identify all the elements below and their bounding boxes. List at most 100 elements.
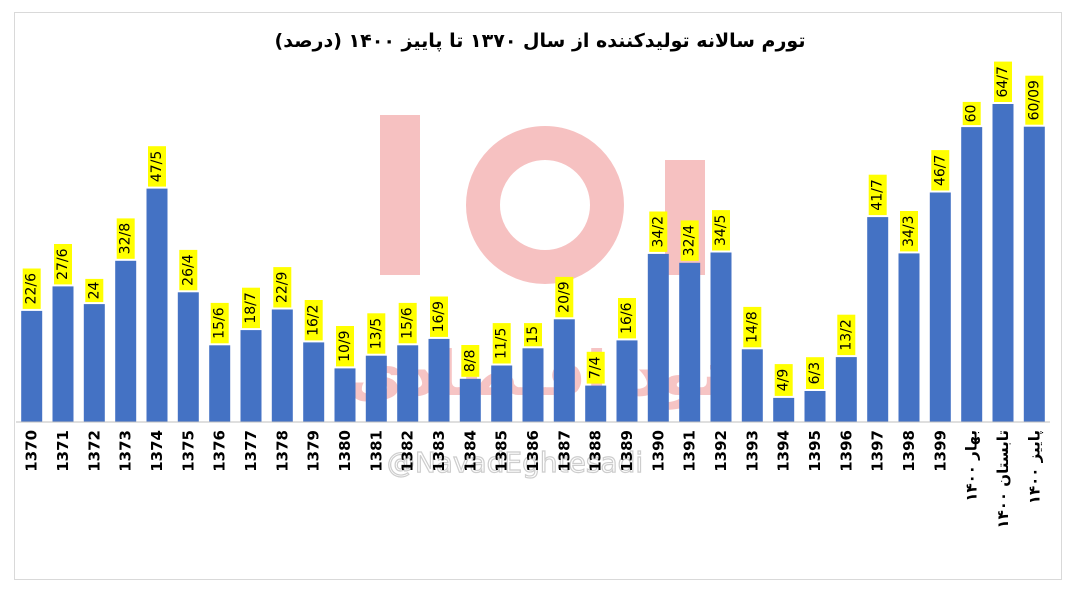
bar-14 bbox=[459, 378, 481, 422]
svg-text:13/5: 13/5 bbox=[368, 318, 384, 349]
value-label-2: 24 bbox=[85, 278, 104, 303]
svg-text:7/4: 7/4 bbox=[588, 356, 604, 379]
x-tick-label-20: 1390 bbox=[649, 430, 667, 472]
bar-0 bbox=[21, 310, 43, 422]
value-label-21: 32/4 bbox=[680, 220, 699, 261]
value-label-24: 4/9 bbox=[774, 364, 793, 396]
x-tick-label-8: 1378 bbox=[273, 430, 291, 472]
svg-text:34/3: 34/3 bbox=[901, 215, 917, 246]
svg-text:11/5: 11/5 bbox=[494, 328, 510, 359]
bar-5 bbox=[177, 292, 199, 422]
x-tick-label-6: 1376 bbox=[211, 430, 229, 472]
bar-6 bbox=[209, 345, 231, 422]
bar-29 bbox=[929, 192, 951, 422]
bar-25 bbox=[804, 391, 826, 422]
x-tick-label-21: 1391 bbox=[681, 430, 699, 472]
svg-text:15: 15 bbox=[525, 326, 541, 344]
x-tick-label-26: 1396 bbox=[837, 430, 855, 472]
x-tick-label-16: 1386 bbox=[524, 430, 542, 472]
value-label-0: 22/6 bbox=[22, 268, 41, 309]
svg-text:22/6: 22/6 bbox=[24, 273, 40, 305]
svg-text:60/09: 60/09 bbox=[1026, 80, 1042, 120]
x-tick-label-13: 1383 bbox=[430, 430, 448, 472]
value-label-16: 15 bbox=[524, 323, 542, 347]
bar-7 bbox=[240, 330, 262, 422]
bar-31 bbox=[992, 104, 1014, 422]
x-tick-label-5: 1375 bbox=[179, 430, 197, 472]
svg-text:15/6: 15/6 bbox=[212, 307, 228, 339]
bar-17 bbox=[553, 319, 575, 422]
value-label-5: 26/4 bbox=[179, 249, 198, 291]
value-label-6: 15/6 bbox=[210, 302, 229, 344]
x-tick-label-9: 1379 bbox=[305, 430, 323, 472]
svg-text:16/9: 16/9 bbox=[431, 301, 447, 332]
bar-26 bbox=[835, 357, 857, 422]
svg-text:60: 60 bbox=[964, 105, 980, 123]
svg-text:32/4: 32/4 bbox=[682, 225, 698, 257]
value-label-27: 41/7 bbox=[868, 174, 887, 216]
bar-28 bbox=[898, 253, 920, 422]
svg-text:34/5: 34/5 bbox=[713, 215, 729, 246]
value-label-31: 64/7 bbox=[994, 61, 1012, 102]
value-label-8: 22/9 bbox=[273, 267, 292, 308]
value-label-26: 13/2 bbox=[837, 314, 856, 356]
bar-19 bbox=[616, 340, 638, 422]
value-label-12: 15/6 bbox=[398, 302, 417, 344]
x-tick-label-29: 1399 bbox=[931, 430, 949, 472]
svg-text:15/6: 15/6 bbox=[400, 307, 416, 339]
bar-15 bbox=[491, 365, 513, 422]
bar-2 bbox=[83, 304, 105, 422]
x-tick-label-32: پاییز ۱۴۰۰ bbox=[1025, 430, 1044, 504]
value-label-9: 16/2 bbox=[304, 300, 323, 341]
value-label-25: 6/3 bbox=[806, 357, 824, 389]
bar-8 bbox=[271, 309, 293, 422]
x-tick-label-31: تابستان ۱۴۰۰ bbox=[994, 430, 1012, 529]
value-label-7: 18/7 bbox=[242, 287, 260, 329]
svg-text:64/7: 64/7 bbox=[995, 66, 1011, 97]
x-tick-label-19: 1389 bbox=[618, 430, 636, 472]
x-tick-label-12: 1382 bbox=[399, 430, 417, 472]
svg-text:13/2: 13/2 bbox=[838, 319, 854, 350]
value-label-13: 16/9 bbox=[430, 296, 448, 337]
x-tick-label-23: 1393 bbox=[743, 430, 761, 472]
svg-text:6/3: 6/3 bbox=[807, 362, 823, 385]
value-label-3: 32/8 bbox=[116, 218, 135, 259]
x-tick-label-4: 1374 bbox=[148, 430, 166, 472]
x-tick-label-24: 1394 bbox=[775, 430, 793, 472]
value-label-22: 34/5 bbox=[712, 210, 730, 251]
bar-20 bbox=[647, 253, 669, 422]
bar-27 bbox=[867, 217, 889, 422]
bar-22 bbox=[710, 252, 732, 422]
x-tick-label-7: 1377 bbox=[242, 430, 260, 472]
bar-16 bbox=[522, 348, 544, 422]
bar-9 bbox=[303, 342, 325, 422]
bar-10 bbox=[334, 368, 356, 422]
x-tick-label-30: بهار ۱۴۰۰ bbox=[963, 430, 981, 502]
svg-text:14/8: 14/8 bbox=[744, 311, 760, 342]
bar-4 bbox=[146, 188, 168, 422]
bar-21 bbox=[679, 262, 701, 422]
svg-text:4/9: 4/9 bbox=[776, 369, 792, 392]
x-tick-label-28: 1398 bbox=[900, 430, 918, 472]
chart-title: تورم سالانه تولیدکننده از سال ۱۳۷۰ تا پا… bbox=[274, 30, 806, 52]
svg-text:24: 24 bbox=[86, 282, 102, 300]
svg-text:20/9: 20/9 bbox=[556, 281, 572, 312]
value-label-4: 47/5 bbox=[148, 146, 166, 187]
bar-11 bbox=[365, 355, 387, 422]
x-tick-label-27: 1397 bbox=[869, 430, 887, 472]
value-label-10: 10/9 bbox=[336, 326, 354, 367]
watermark-handle: @NavadEghtesadi bbox=[387, 446, 643, 479]
x-tick-label-2: 1372 bbox=[85, 430, 103, 472]
value-label-30: 60 bbox=[962, 101, 981, 126]
x-tick-label-10: 1380 bbox=[336, 430, 354, 472]
value-label-17: 20/9 bbox=[555, 276, 574, 318]
x-tick-label-15: 1385 bbox=[493, 430, 511, 472]
bar-13 bbox=[428, 338, 450, 422]
svg-text:8/8: 8/8 bbox=[462, 350, 478, 373]
x-tick-label-18: 1388 bbox=[587, 430, 605, 472]
value-label-11: 13/5 bbox=[367, 313, 386, 354]
bar-32 bbox=[1023, 126, 1045, 422]
value-label-1: 27/6 bbox=[54, 244, 72, 285]
x-tick-label-3: 1373 bbox=[117, 430, 135, 472]
